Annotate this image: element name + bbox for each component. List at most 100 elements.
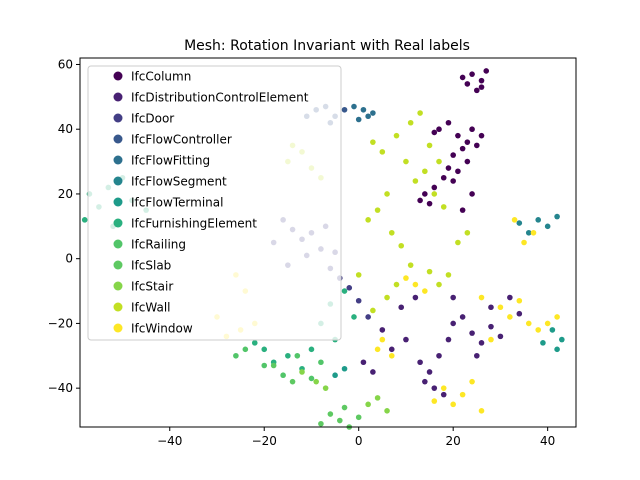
data-point-8-0	[242, 346, 249, 353]
y-axis: −40 −20 0 20 40 60	[48, 57, 80, 395]
data-point-10-3	[365, 401, 371, 408]
data-point-11-21	[355, 272, 362, 278]
data-point-0-17	[440, 174, 447, 181]
data-point-12-14	[488, 336, 494, 343]
data-point-10-5	[384, 408, 390, 414]
data-point-11-20	[370, 307, 376, 314]
data-point-3-3	[341, 106, 348, 113]
data-point-8-5	[318, 359, 324, 366]
legend-label-9: IfcSlab	[131, 259, 171, 273]
data-point-11-2	[393, 132, 400, 139]
data-point-8-1	[261, 362, 268, 369]
data-point-12-6	[379, 336, 386, 343]
legend-label-1: IfcDistributionControlElement	[131, 91, 309, 105]
legend-marker-11	[113, 302, 123, 312]
data-point-9-3	[355, 414, 362, 421]
data-point-9-0	[327, 411, 334, 417]
data-point-1-2	[403, 336, 409, 343]
data-point-12-13	[535, 327, 542, 333]
data-point-0-9	[469, 126, 475, 133]
data-point-0-19	[436, 126, 442, 133]
data-point-0-25	[431, 184, 438, 191]
legend-marker-9	[113, 260, 123, 270]
data-point-12-7	[374, 346, 381, 353]
data-point-12-2	[440, 385, 447, 391]
data-point-1-5	[436, 352, 442, 359]
data-point-12-18	[511, 217, 518, 223]
data-point-12-12	[525, 320, 532, 327]
data-point-7-16	[341, 288, 348, 294]
data-point-4-1	[360, 106, 367, 113]
data-point-0-3	[464, 81, 471, 87]
legend-marker-0	[113, 71, 123, 81]
data-point-7-12	[308, 346, 315, 353]
data-point-1-11	[497, 333, 504, 340]
data-point-11-7	[440, 204, 447, 210]
data-point-12-8	[388, 352, 395, 359]
data-point-0-24	[426, 200, 433, 207]
data-point-11-1	[379, 149, 386, 155]
data-point-12-10	[507, 314, 513, 320]
data-point-5-1	[544, 223, 551, 230]
data-point-12-21	[403, 275, 409, 281]
data-point-1-7	[459, 314, 466, 320]
data-point-6-1	[554, 346, 560, 353]
data-point-0-12	[445, 165, 452, 171]
data-point-0-13	[455, 168, 461, 175]
legend-label-10: IfcStair	[131, 280, 173, 294]
data-point-1-9	[478, 340, 485, 346]
data-point-12-29	[554, 314, 560, 320]
x-tick-label-3: 20	[446, 434, 461, 448]
data-point-0-23	[417, 197, 423, 204]
legend-label-7: IfcFurnishingElement	[131, 217, 257, 231]
data-point-5-3	[525, 229, 532, 236]
data-point-12-4	[478, 408, 485, 414]
data-point-8-4	[308, 375, 315, 382]
data-point-1-16	[422, 378, 428, 385]
data-point-11-25	[455, 239, 461, 246]
data-point-7-2	[81, 217, 88, 223]
data-point-5-4	[516, 220, 523, 226]
data-point-7-17	[351, 314, 357, 320]
data-point-6-2	[549, 327, 556, 333]
legend-label-0: IfcColumn	[131, 70, 191, 84]
x-axis: −40 −20 0 20 40	[157, 427, 555, 448]
legend-marker-7	[113, 218, 123, 228]
data-point-11-19	[384, 294, 390, 301]
legend-label-3: IfcFlowController	[131, 133, 232, 147]
x-tick-label-1: −20	[252, 434, 277, 448]
data-point-12-16	[521, 239, 527, 246]
data-point-11-26	[464, 229, 471, 236]
legend-marker-5	[113, 176, 123, 186]
legend-label-4: IfcFlowFitting	[131, 154, 210, 168]
data-point-12-5	[431, 398, 438, 404]
data-point-1-3	[417, 359, 423, 366]
data-point-2-8	[346, 285, 353, 291]
data-point-12-15	[478, 294, 485, 301]
data-point-9-4	[318, 420, 324, 427]
data-point-11-23	[436, 281, 442, 288]
data-point-11-13	[374, 207, 381, 213]
legend-label-6: IfcFlowTerminal	[131, 196, 223, 210]
data-point-1-20	[488, 304, 494, 311]
data-point-12-0	[450, 401, 456, 408]
y-tick-label-5: 60	[58, 57, 73, 71]
data-point-1-18	[445, 336, 452, 343]
data-point-8-6	[233, 352, 239, 359]
data-point-11-14	[365, 217, 371, 223]
x-tick-label-0: −40	[157, 434, 182, 448]
data-point-2-10	[365, 314, 371, 320]
data-point-10-4	[374, 395, 381, 401]
y-tick-label-3: 20	[58, 187, 73, 201]
data-point-0-18	[450, 178, 456, 184]
data-point-1-6	[450, 320, 456, 327]
legend-label-12: IfcWindow	[131, 322, 193, 336]
data-point-0-22	[422, 191, 428, 197]
data-point-11-0	[370, 139, 376, 145]
data-point-5-0	[535, 217, 542, 223]
data-point-7-13	[251, 340, 258, 346]
data-point-1-13	[516, 310, 523, 317]
y-tick-label-4: 40	[58, 122, 73, 136]
legend-marker-2	[113, 113, 123, 123]
